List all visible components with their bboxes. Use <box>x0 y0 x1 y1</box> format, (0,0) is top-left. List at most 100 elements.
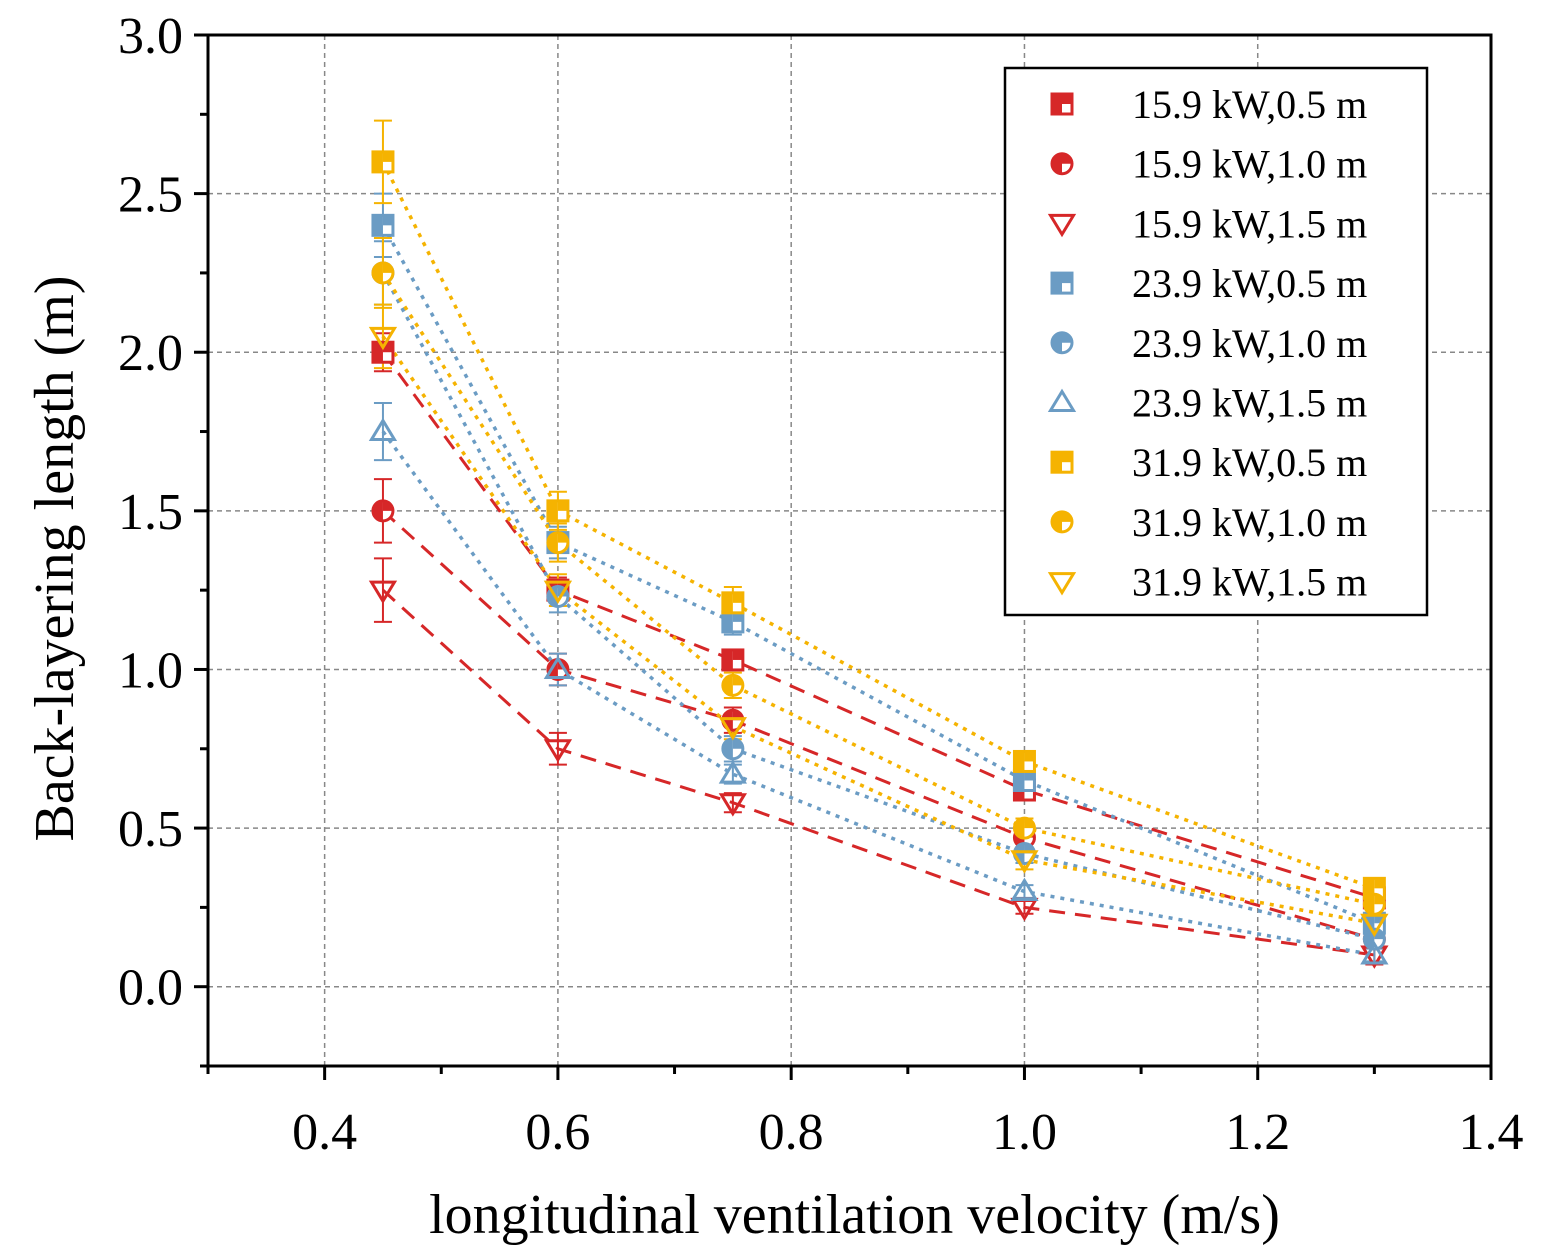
marker-circle-fill <box>372 500 383 521</box>
marker-circle-half <box>1050 510 1074 534</box>
legend-box <box>1003 66 1429 617</box>
marker-triangle-down <box>368 326 398 351</box>
marker-square-fill <box>1024 770 1035 781</box>
marker-square-fill <box>1062 452 1072 463</box>
marker-triangle <box>543 580 573 605</box>
marker-square-fill <box>732 592 743 603</box>
marker-square-half <box>721 648 745 672</box>
marker-square-half <box>371 213 395 237</box>
marker-circle-fill <box>1062 332 1072 343</box>
marker-triangle <box>1010 877 1039 902</box>
marker-triangle <box>543 739 573 763</box>
marker-circle-fill <box>732 738 743 749</box>
marker-square-half <box>1050 450 1074 474</box>
marker-square-half <box>1050 92 1074 116</box>
marker-square-fill <box>372 215 383 236</box>
marker-triangle-down <box>1360 913 1389 938</box>
marker-square-fill <box>722 611 733 632</box>
marker-circle-fill <box>1052 332 1062 353</box>
marker-circle-fill <box>1014 818 1025 839</box>
marker-triangle <box>1047 572 1077 596</box>
marker-circle-fill <box>1374 894 1385 905</box>
marker-circle-half <box>371 499 395 523</box>
marker-circle-half <box>1050 152 1074 176</box>
marker-square-half <box>546 499 570 523</box>
legend-label: 31.9 kW,1.5 m <box>1132 560 1367 605</box>
marker-square-fill <box>1364 878 1375 899</box>
legend-label: 23.9 kW,0.5 m <box>1132 261 1367 306</box>
legend-label: 31.9 kW,0.5 m <box>1132 440 1367 485</box>
marker-circle-half <box>371 261 395 285</box>
marker-triangle-down <box>543 739 573 763</box>
marker-square-fill <box>372 151 383 172</box>
marker-square-half <box>1012 768 1036 792</box>
marker-square-fill <box>382 215 393 226</box>
marker-circle-fill <box>372 262 383 283</box>
plot-frame <box>206 33 1493 1068</box>
x-tick-label: 1.4 <box>1459 1104 1524 1161</box>
marker-square-fill <box>732 611 743 622</box>
legend-label: 15.9 kW,1.5 m <box>1132 201 1367 246</box>
marker-triangle-down <box>543 580 573 605</box>
marker-circle-fill <box>722 738 733 759</box>
marker-square-fill <box>722 592 733 613</box>
marker-triangle <box>1047 213 1077 238</box>
marker-circle-half <box>721 737 745 761</box>
x-axis-title: longitudinal ventilation velocity (m/s) <box>429 1184 1280 1246</box>
axis-ticks <box>194 33 1493 1080</box>
series-line <box>381 161 1375 890</box>
x-tick-label: 1.0 <box>992 1104 1057 1161</box>
legend-label: 23.9 kW,1.0 m <box>1132 321 1367 366</box>
marker-triangle <box>718 760 748 784</box>
marker-circle-half <box>1012 816 1036 840</box>
x-tick-labels: 0.4 0.6 0.8 1.0 1.2 1.4 <box>292 1104 1523 1161</box>
marker-triangle-up <box>1047 388 1077 412</box>
marker-triangle <box>368 580 398 605</box>
marker-square-fill <box>557 500 568 511</box>
marker-square-fill <box>722 649 733 670</box>
y-tick-labels: 0.0 0.5 1.0 1.5 2.0 2.5 3.0 <box>118 8 183 1017</box>
marker-square-fill <box>382 342 393 353</box>
y-axis-title: Back-layering length (m) <box>24 275 86 841</box>
marker-triangle <box>1360 913 1389 938</box>
y-tick-label: 0.0 <box>118 960 183 1017</box>
y-tick-label: 1.5 <box>118 484 183 541</box>
data-markers <box>368 150 1389 969</box>
marker-triangle-down <box>368 580 398 605</box>
x-tick-label: 0.6 <box>525 1104 590 1161</box>
marker-circle-fill <box>732 675 743 686</box>
marker-square-fill <box>1014 751 1025 772</box>
marker-square-fill <box>1052 94 1062 114</box>
series-line <box>381 430 1375 957</box>
marker-circle-fill <box>382 500 393 511</box>
marker-square-fill <box>372 342 383 363</box>
marker-square-fill <box>1374 913 1385 924</box>
marker-square-fill <box>382 151 393 162</box>
marker-triangle <box>1360 941 1389 965</box>
marker-square-half <box>721 591 745 615</box>
marker-triangle <box>718 793 748 817</box>
marker-triangle <box>1047 388 1077 412</box>
marker-circle-fill <box>557 532 568 543</box>
marker-circle-fill <box>1364 894 1375 915</box>
marker-triangle-up <box>368 417 398 442</box>
series-line <box>381 589 1375 957</box>
marker-square-fill <box>1062 273 1072 284</box>
series-line <box>381 271 1375 906</box>
marker-circle-fill <box>1024 818 1035 829</box>
x-tick-label: 0.4 <box>292 1104 357 1161</box>
marker-circle-fill <box>1052 153 1062 174</box>
marker-triangle <box>543 655 573 679</box>
marker-circle-fill <box>1062 511 1072 522</box>
marker-square-fill <box>1014 770 1025 791</box>
y-tick-label: 2.0 <box>118 325 183 382</box>
marker-circle-half <box>1050 331 1074 355</box>
marker-triangle-up <box>1010 877 1039 902</box>
marker-square-half <box>371 150 395 174</box>
marker-circle-fill <box>547 532 558 553</box>
marker-triangle-down <box>1010 850 1039 874</box>
legend: 15.9 kW,0.5 m 15.9 kW,1.0 m 15.9 kW,1.5 m 2… <box>1003 66 1429 617</box>
marker-square-fill <box>1024 751 1035 762</box>
marker-triangle-down <box>718 717 748 741</box>
legend-label: 23.9 kW,1.5 m <box>1132 381 1367 426</box>
